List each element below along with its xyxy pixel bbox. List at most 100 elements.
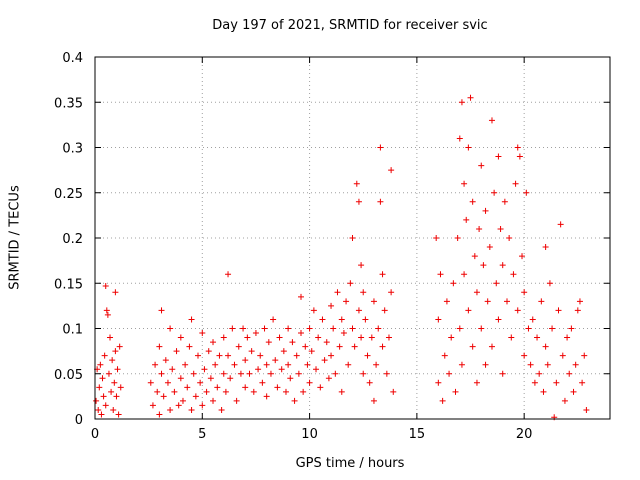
data-point [285,325,292,332]
y-tick-label: 0 [75,413,83,428]
data-point [306,379,313,386]
data-point [488,117,495,124]
data-point [358,334,365,341]
data-point [252,330,259,337]
data-point [433,235,440,241]
data-point [456,325,463,332]
data-point [519,253,526,260]
data-point [313,366,320,373]
data-point [568,325,575,332]
data-point [471,253,478,260]
data-point [343,298,350,305]
data-point [171,388,178,395]
data-point [190,370,197,377]
data-point [257,352,264,359]
data-point [328,352,335,359]
data-point [377,144,384,151]
data-point [304,361,311,368]
data-point [112,289,119,296]
data-point [291,397,298,404]
y-tick-label: 0.2 [62,232,83,247]
data-point [469,198,476,205]
data-point [486,244,493,251]
data-point [186,343,193,350]
data-point [177,375,184,382]
data-point [435,316,442,323]
data-point [579,379,586,386]
data-point [458,361,465,368]
data-point [263,361,270,368]
data-point [156,343,163,350]
y-tick-label: 0.1 [62,323,83,338]
x-axis-label: GPS time / hours [295,456,405,471]
data-point [110,406,117,413]
data-point [182,361,189,368]
data-point [101,352,108,359]
data-point [495,153,502,160]
data-point [514,307,521,314]
data-point [338,388,345,395]
data-point [263,393,270,400]
data-point [467,94,474,101]
data-point [237,370,244,377]
data-point [177,334,184,341]
data-point [469,343,476,350]
data-point [162,357,169,364]
x-tick-label: 15 [409,427,426,442]
data-point [93,397,100,404]
data-point [328,302,335,309]
data-point [278,366,285,373]
data-point [482,207,489,214]
data-point [102,402,109,409]
data-point [377,198,384,205]
data-point [383,370,390,377]
data-point [572,361,579,368]
data-point [298,293,304,300]
data-point [379,343,386,350]
data-point [218,406,225,413]
data-point [349,325,356,332]
data-point [549,325,556,332]
y-tick-label: 0.3 [62,142,83,157]
data-point [443,298,450,305]
data-point [261,325,268,332]
data-point [173,348,180,355]
data-point [103,307,110,314]
data-point [109,357,116,364]
data-point [504,298,510,305]
data-point [242,384,249,391]
data-point [192,393,199,400]
data-point [188,316,195,323]
data-point [508,334,515,341]
data-point [167,325,174,332]
data-point [531,379,538,386]
data-point [448,334,455,341]
data-point [446,370,453,377]
data-point [534,334,541,341]
y-tick-label: 0.05 [54,368,83,383]
data-point [227,375,234,382]
data-point [117,384,124,391]
data-point [265,339,272,346]
data-point [439,397,446,404]
data-point [388,167,395,174]
data-point [497,225,504,232]
data-point [340,330,347,337]
data-point [207,375,214,382]
data-point [353,180,360,187]
data-point [195,352,201,359]
data-point [184,384,191,391]
data-point [98,411,105,418]
data-point [390,388,397,395]
data-point [557,221,564,228]
data-point [484,298,491,305]
data-point [272,357,279,364]
data-point [559,352,566,359]
data-point [325,375,332,382]
data-point [175,402,182,409]
data-point [332,370,339,377]
data-point [156,411,163,418]
data-point [499,262,506,269]
x-tick-label: 10 [301,427,318,442]
data-point [334,289,341,296]
